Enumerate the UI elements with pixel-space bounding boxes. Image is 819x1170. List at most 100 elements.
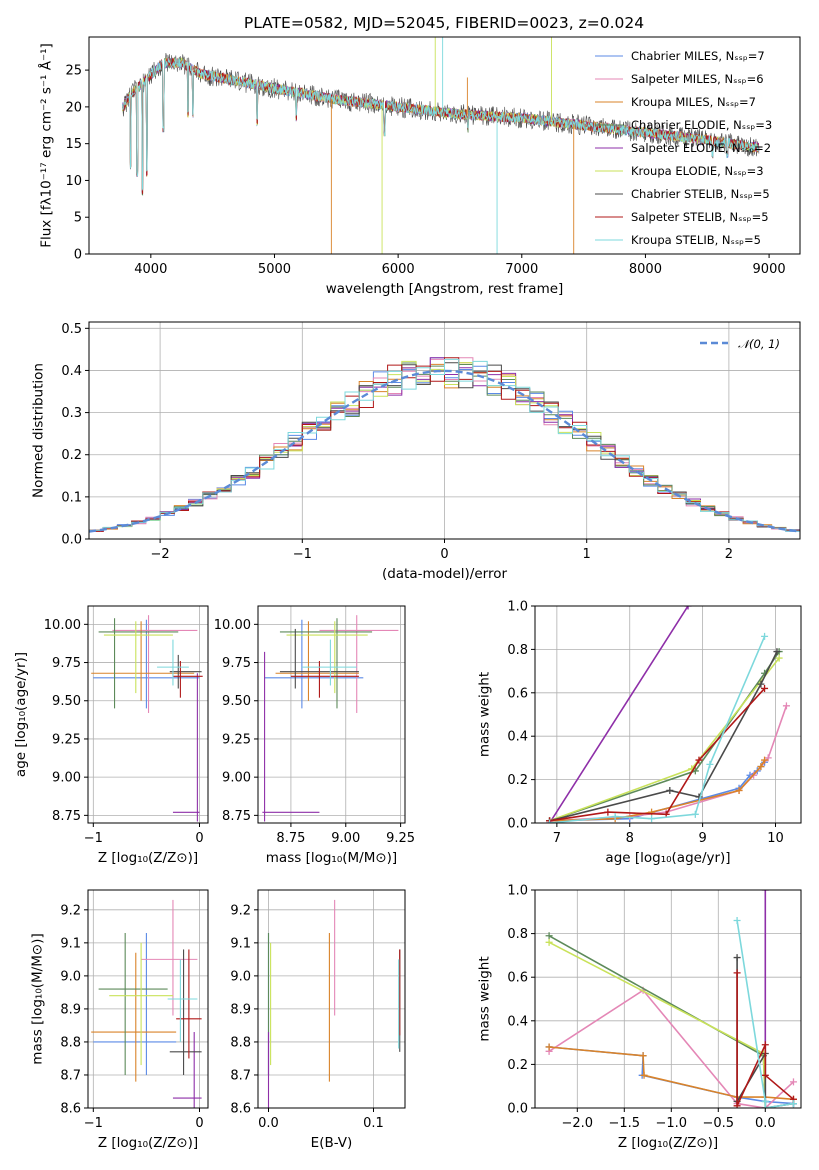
x-axis-label: wavelength [Angstrom, rest frame] <box>326 281 564 297</box>
spectrum-line <box>122 57 760 191</box>
x-tick-label: −2.0 <box>562 1116 594 1131</box>
y-tick-label: 9.2 <box>60 903 81 918</box>
plot-area <box>91 899 202 1108</box>
x-tick-label: −2 <box>151 547 170 562</box>
y-tick-label: 9.1 <box>230 936 251 951</box>
x-tick-label: 0.0 <box>755 1116 776 1131</box>
weight-marker <box>789 1078 797 1086</box>
weight-marker <box>733 954 741 962</box>
x-tick-label: 7000 <box>505 262 538 277</box>
weight-marker <box>757 763 765 771</box>
x-tick-label: 9 <box>698 831 706 846</box>
weight-marker <box>757 680 765 688</box>
y-tick-label: 8.6 <box>60 1102 81 1117</box>
y-tick-label: 9.25 <box>222 732 251 747</box>
y-tick-label: 0.0 <box>507 817 528 832</box>
y-tick-label: 9.25 <box>52 732 81 747</box>
y-tick-label: 1.0 <box>507 884 528 899</box>
plot-area <box>546 606 790 823</box>
weight-marker <box>640 1071 648 1079</box>
x-tick-label: 0 <box>195 831 203 846</box>
mass-weight-vs-age-panel: 7 8 9 10 0.0 0.2 0.4 0.6 0.8 1.0 age [log₁₀(age/yr… <box>476 600 802 866</box>
plot-area <box>89 357 800 533</box>
x-tick-label: 1 <box>583 547 591 562</box>
y-tick-label: 0.5 <box>61 322 82 337</box>
y-tick-label: 0.0 <box>61 533 82 548</box>
y-axis-label: mass weight <box>476 672 492 757</box>
y-tick-label: 0.4 <box>61 364 82 379</box>
y-tick-label: 0.8 <box>507 643 528 658</box>
y-tick-label: 10.00 <box>44 618 81 633</box>
y-tick-label: 0.6 <box>507 971 528 986</box>
x-tick-label: 0 <box>195 1116 203 1131</box>
weight-marker <box>545 932 553 940</box>
weight-marker <box>546 819 554 823</box>
weight-line <box>549 1046 794 1101</box>
weight-marker <box>684 606 692 610</box>
plot-area <box>262 615 399 822</box>
y-tick-label: 0.6 <box>507 686 528 701</box>
weight-marker <box>639 1052 647 1060</box>
y-tick-label: 0 <box>74 248 82 263</box>
y-axis-label: mass weight <box>476 956 492 1041</box>
weight-marker <box>761 1041 769 1049</box>
x-axis-label: age [log₁₀(age/yr)] <box>605 850 730 866</box>
axes-frame <box>88 36 801 255</box>
y-tick-label: 10.00 <box>214 618 251 633</box>
y-tick-label: 8.9 <box>60 1002 81 1017</box>
mass-vs-metallicity-panel: −1 0 8.6 8.7 8.8 8.9 9.0 9.1 9.2 Z [log₁₀(Z/Z⊙)] m… <box>29 889 209 1151</box>
legend-label: Kroupa STELIB, Nₛₛₚ=5 <box>631 233 761 247</box>
axes-frame <box>534 889 802 1109</box>
weight-line <box>549 636 766 823</box>
y-tick-label: 8.6 <box>230 1102 251 1117</box>
weight-marker <box>764 754 772 762</box>
x-tick-label: −1 <box>84 831 103 846</box>
y-tick-label: 0.1 <box>61 490 82 505</box>
weight-marker <box>648 815 656 823</box>
x-tick-label: −1.0 <box>656 1116 688 1131</box>
x-tick-label: 8 <box>626 831 634 846</box>
y-tick-label: 0.8 <box>507 927 528 942</box>
weight-marker <box>545 938 553 946</box>
y-tick-label: 9.00 <box>52 771 81 786</box>
legend-label: Kroupa ELODIE, Nₛₛₚ=3 <box>631 164 764 178</box>
y-tick-label: 0.0 <box>507 1102 528 1117</box>
y-tick-label: 9.1 <box>60 936 81 951</box>
y-tick-label: 0.2 <box>61 448 82 463</box>
y-tick-label: 9.00 <box>222 771 251 786</box>
y-tick-label: 8.75 <box>52 809 81 824</box>
plot-area <box>122 37 760 254</box>
weight-marker <box>775 654 783 662</box>
mass-weight-vs-metallicity-panel: −2.0 −1.5 −1.0 −0.5 0.0 0.0 0.2 0.4 0.6 0.8 1.0 Z [… <box>476 884 802 1151</box>
legend-label: 𝒩(0, 1) <box>738 337 780 351</box>
axes-frame <box>257 889 406 1109</box>
weight-marker <box>761 756 769 764</box>
x-tick-label: 7 <box>553 831 561 846</box>
y-axis-label: Normed distribution <box>30 363 46 498</box>
y-axis-label: age [log₁₀(age/yr)] <box>13 652 29 777</box>
y-tick-label: 0.4 <box>507 1014 528 1029</box>
x-axis-label: Z [log₁₀(Z/Z⊙)] <box>98 850 198 866</box>
x-tick-label: 9000 <box>753 262 786 277</box>
y-tick-label: 9.0 <box>60 969 81 984</box>
y-tick-label: 0.4 <box>507 730 528 745</box>
x-tick-label: 0 <box>440 547 448 562</box>
x-tick-label: 9.25 <box>386 831 415 846</box>
x-tick-label: −0.5 <box>702 1116 734 1131</box>
plot-area <box>91 615 203 822</box>
legend-label: Salpeter STELIB, Nₛₛₚ=5 <box>631 210 769 224</box>
weight-marker <box>695 756 703 764</box>
y-tick-label: 9.50 <box>52 694 81 709</box>
x-axis-label: mass [log₁₀(M/M⊙)] <box>266 850 397 866</box>
weight-marker <box>761 1071 769 1079</box>
weight-marker <box>666 786 674 794</box>
x-tick-label: 2 <box>725 547 733 562</box>
figure-title: PLATE=0582, MJD=52045, FIBERID=0023, z=0… <box>244 14 644 32</box>
y-tick-label: 8.75 <box>222 809 251 824</box>
y-tick-label: 25 <box>65 64 82 79</box>
axes-frame <box>87 605 209 824</box>
y-tick-label: 9.75 <box>222 656 251 671</box>
x-tick-label: 8000 <box>629 262 662 277</box>
